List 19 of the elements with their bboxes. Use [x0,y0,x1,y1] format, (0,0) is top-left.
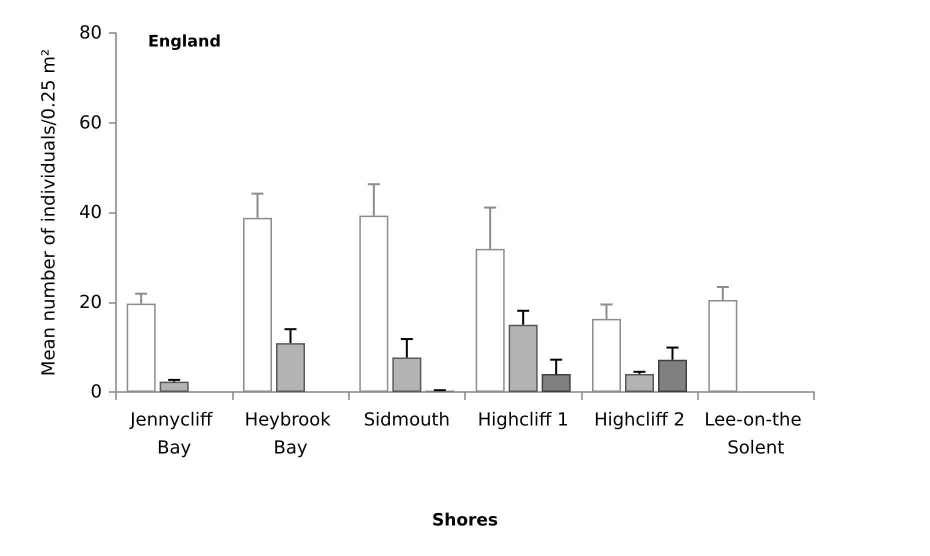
bar [276,343,305,392]
bar [160,382,189,392]
bar [625,374,654,392]
x-tick-label: Lee-on-the Solent [704,410,808,458]
annotation: England [148,32,221,50]
y-tick-label: 40 [79,202,102,223]
x-tick-label: Highcliff 1 [478,410,569,430]
bar [508,324,538,392]
x-tick-label: Highcliff 2 [594,410,685,430]
x-tick-label: Heybrook Bay [244,410,336,458]
y-tick-label: 20 [79,292,102,313]
x-tick-label: Jennycliff Bay [129,410,218,458]
x-axis-title: Shores [432,510,498,530]
y-tick-label: 0 [90,382,102,402]
y-tick-label: 80 [79,22,102,44]
bar [392,357,422,392]
y-tick-label: 60 [79,112,102,134]
x-tick-label: Sidmouth [364,410,450,430]
y-axis-title: Mean number of individuals/0.25 m² [38,48,60,376]
